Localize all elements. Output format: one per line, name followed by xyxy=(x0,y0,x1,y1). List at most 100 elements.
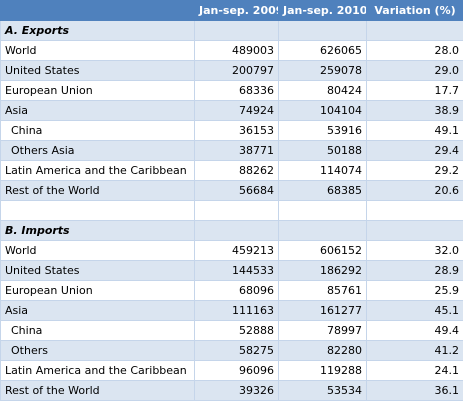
data-row: European Union 68096 85761 25.9 xyxy=(0,280,463,301)
header-cell: Jan-sep. 2009 xyxy=(194,0,279,21)
data-row: Latin America and the Caribbean 96096 1192… xyxy=(0,360,463,381)
data-row: Latin America and the Caribbean 88262 1140… xyxy=(0,160,463,181)
value-cell: 119288 xyxy=(278,360,367,381)
value-cell: 626065 xyxy=(278,40,367,61)
header-row: Jan-sep. 2009 Jan-sep. 2010 Variation (%… xyxy=(0,0,463,21)
row-label: Others xyxy=(0,340,195,361)
value-cell: 200797 xyxy=(194,60,279,81)
row-label: China xyxy=(0,120,195,141)
header-cell xyxy=(0,0,195,21)
value-cell: 58275 xyxy=(194,340,279,361)
header-cell: Variation (%) xyxy=(366,0,463,21)
data-row: European Union 68336 80424 17.7 xyxy=(0,80,463,101)
section-cell xyxy=(278,220,367,241)
value-cell: 104104 xyxy=(278,100,367,121)
row-label: United States xyxy=(0,260,195,281)
row-label: Latin America and the Caribbean xyxy=(0,160,195,181)
spacer-cell xyxy=(366,200,463,221)
value-cell: 144533 xyxy=(194,260,279,281)
spacer-cell xyxy=(0,200,195,221)
value-cell: 82280 xyxy=(278,340,367,361)
value-cell: 85761 xyxy=(278,280,367,301)
row-label: Rest of the World xyxy=(0,180,195,201)
row-label: World xyxy=(0,40,195,61)
value-cell: 28.0 xyxy=(366,40,463,61)
section-cell xyxy=(366,20,463,41)
value-cell: 29.2 xyxy=(366,160,463,181)
value-cell: 53916 xyxy=(278,120,367,141)
data-row: Asia 111163 161277 45.1 xyxy=(0,300,463,321)
value-cell: 459213 xyxy=(194,240,279,261)
spacer-cell xyxy=(194,200,279,221)
value-cell: 96096 xyxy=(194,360,279,381)
value-cell: 489003 xyxy=(194,40,279,61)
value-cell: 38.9 xyxy=(366,100,463,121)
value-cell: 259078 xyxy=(278,60,367,81)
value-cell: 17.7 xyxy=(366,80,463,101)
data-row: Others Asia 38771 50188 29.4 xyxy=(0,140,463,161)
data-row: China 52888 78997 49.4 xyxy=(0,320,463,341)
data-row: China 36153 53916 49.1 xyxy=(0,120,463,141)
section-row: B. Imports xyxy=(0,220,463,241)
value-cell: 56684 xyxy=(194,180,279,201)
value-cell: 78997 xyxy=(278,320,367,341)
value-cell: 20.6 xyxy=(366,180,463,201)
row-label: Latin America and the Caribbean xyxy=(0,360,195,381)
value-cell: 74924 xyxy=(194,100,279,121)
row-label: Rest of the World xyxy=(0,380,195,401)
value-cell: 36153 xyxy=(194,120,279,141)
value-cell: 52888 xyxy=(194,320,279,341)
row-label: China xyxy=(0,320,195,341)
value-cell: 88262 xyxy=(194,160,279,181)
data-row: World 459213 606152 32.0 xyxy=(0,240,463,261)
value-cell: 25.9 xyxy=(366,280,463,301)
value-cell: 80424 xyxy=(278,80,367,101)
value-cell: 45.1 xyxy=(366,300,463,321)
value-cell: 49.4 xyxy=(366,320,463,341)
row-label: Asia xyxy=(0,100,195,121)
value-cell: 53534 xyxy=(278,380,367,401)
data-row: Rest of the World 56684 68385 20.6 xyxy=(0,180,463,201)
row-label: European Union xyxy=(0,80,195,101)
row-label: Others Asia xyxy=(0,140,195,161)
data-row: Asia 74924 104104 38.9 xyxy=(0,100,463,121)
value-cell: 49.1 xyxy=(366,120,463,141)
row-label: European Union xyxy=(0,280,195,301)
value-cell: 68385 xyxy=(278,180,367,201)
value-cell: 161277 xyxy=(278,300,367,321)
data-row: United States 144533 186292 28.9 xyxy=(0,260,463,281)
value-cell: 68336 xyxy=(194,80,279,101)
spacer-row xyxy=(0,200,463,221)
value-cell: 32.0 xyxy=(366,240,463,261)
section-title: A. Exports xyxy=(0,20,195,41)
value-cell: 38771 xyxy=(194,140,279,161)
section-row: A. Exports xyxy=(0,20,463,41)
value-cell: 41.2 xyxy=(366,340,463,361)
data-row: United States 200797 259078 29.0 xyxy=(0,60,463,81)
section-cell xyxy=(194,20,279,41)
value-cell: 29.4 xyxy=(366,140,463,161)
value-cell: 68096 xyxy=(194,280,279,301)
value-cell: 24.1 xyxy=(366,360,463,381)
value-cell: 36.1 xyxy=(366,380,463,401)
value-cell: 114074 xyxy=(278,160,367,181)
value-cell: 28.9 xyxy=(366,260,463,281)
value-cell: 186292 xyxy=(278,260,367,281)
row-label: Asia xyxy=(0,300,195,321)
value-cell: 606152 xyxy=(278,240,367,261)
data-row: Rest of the World 39326 53534 36.1 xyxy=(0,380,463,401)
value-cell: 111163 xyxy=(194,300,279,321)
section-title: B. Imports xyxy=(0,220,195,241)
section-cell xyxy=(278,20,367,41)
row-label: World xyxy=(0,240,195,261)
spacer-cell xyxy=(278,200,367,221)
value-cell: 50188 xyxy=(278,140,367,161)
section-cell xyxy=(194,220,279,241)
data-row: Others 58275 82280 41.2 xyxy=(0,340,463,361)
value-cell: 29.0 xyxy=(366,60,463,81)
section-cell xyxy=(366,220,463,241)
header-cell: Jan-sep. 2010 xyxy=(278,0,367,21)
